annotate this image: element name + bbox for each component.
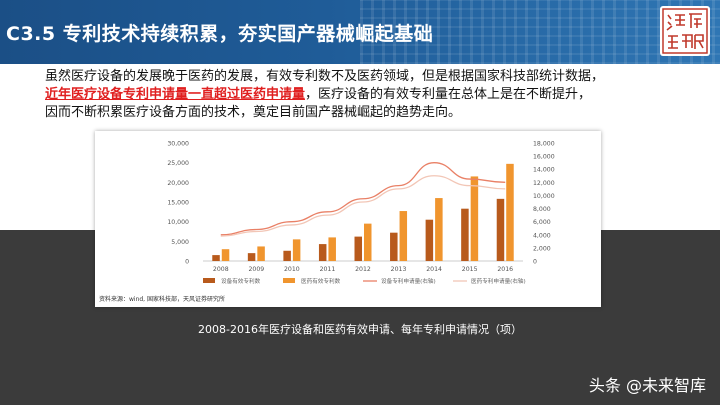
bar-设备有效专利数 xyxy=(247,253,256,261)
bar-医药有效专利数 xyxy=(506,163,514,261)
left-axis-tick-label: 30,000 xyxy=(167,141,189,148)
x-tick-label: 2012 xyxy=(355,266,371,273)
legend-label: 医药有效专利数 xyxy=(301,277,341,285)
legend-swatch xyxy=(283,278,295,283)
left-axis-tick-label: 10,000 xyxy=(167,219,189,226)
logo xyxy=(660,6,710,56)
patent-chart: 0 5,000 10,000 15,000 20,000 25,000 30,000 0 2,0… xyxy=(167,141,555,286)
right-axis-tick-label: 18,000 xyxy=(533,141,555,148)
intro-line-2-rest: ，医疗设备的有效专利量在总体上是在不断提升， xyxy=(305,87,592,102)
right-axis-tick-label: 16,000 xyxy=(533,154,555,161)
x-tick-label: 2011 xyxy=(320,266,336,273)
x-tick-label: 2013 xyxy=(391,266,407,273)
legend-label: 医药专利申请量(右轴) xyxy=(471,277,526,285)
bar-设备有效专利数 xyxy=(461,208,469,261)
left-axis-tick-label: 20,000 xyxy=(167,180,189,187)
left-axis-tick-label: 15,000 xyxy=(167,200,189,207)
left-axis-tick-label: 25,000 xyxy=(167,160,189,167)
line-设备专利申请量(右轴) xyxy=(220,162,506,236)
header-banner: C3.5 专利技术持续积累，夯实国产器械崛起基础 xyxy=(0,0,720,64)
bar-设备有效专利数 xyxy=(354,236,362,261)
chart-caption: 2008-2016年医疗设备和医药有效申请、每年专利申请情况（项） xyxy=(198,323,522,336)
right-axis-tick-label: 6,000 xyxy=(533,219,551,226)
bar-医药有效专利数 xyxy=(257,246,265,261)
x-tick-label: 2014 xyxy=(426,266,442,273)
bar-设备有效专利数 xyxy=(318,244,327,261)
watermark: 头条 @未来智库 xyxy=(588,376,706,395)
bar-设备有效专利数 xyxy=(390,232,398,261)
left-axis-tick-label: 5,000 xyxy=(171,239,189,246)
intro-line-1: 虽然医疗设备的发展晚于医药的发展，有效专利数不及医药领域，但是根据国家科技部统计… xyxy=(45,69,605,84)
right-axis-tick-label: 10,000 xyxy=(533,193,555,200)
bar-医药有效专利数 xyxy=(221,249,230,261)
right-axis-tick-label: 8,000 xyxy=(533,206,551,213)
x-tick-label: 2008 xyxy=(213,266,229,273)
legend-label: 设备专利申请量(右轴) xyxy=(381,277,436,285)
bar-医药有效专利数 xyxy=(399,211,408,261)
bar-设备有效专利数 xyxy=(425,219,434,261)
bar-设备有效专利数 xyxy=(283,250,291,261)
chart-card: 0 5,000 10,000 15,000 20,000 25,000 30,000 0 2,0… xyxy=(95,131,601,307)
seal-logo-icon xyxy=(662,8,708,54)
bar-医药有效专利数 xyxy=(292,239,301,261)
x-tick-label: 2009 xyxy=(248,266,264,273)
bar-医药有效专利数 xyxy=(364,223,372,261)
left-axis-tick-label: 0 xyxy=(185,259,189,266)
bar-医药有效专利数 xyxy=(470,176,479,261)
legend-swatch xyxy=(203,278,215,283)
intro-highlight: 近年医疗设备专利申请量一直超过医药申请量 xyxy=(45,87,306,102)
legend-label: 设备有效专利数 xyxy=(221,277,261,285)
right-axis-tick-label: 2,000 xyxy=(533,245,551,252)
intro-line-2: 近年医疗设备专利申请量一直超过医药申请量，医疗设备的有效专利量在总体上是在不断提… xyxy=(45,86,695,104)
x-tick-label: 2015 xyxy=(462,266,478,273)
intro-line-3: 因而不断积累医疗设备方面的技术，奠定目前国产器械崛起的趋势走向。 xyxy=(45,105,462,120)
bar-设备有效专利数 xyxy=(496,198,505,261)
right-axis-tick-label: 12,000 xyxy=(533,180,555,187)
right-axis-tick-label: 4,000 xyxy=(533,232,551,239)
line-医药专利申请量(右轴) xyxy=(220,175,506,237)
right-axis-tick-label: 14,000 xyxy=(533,167,555,174)
intro-paragraph: 虽然医疗设备的发展晚于医药的发展，有效专利数不及医药领域，但是根据国家科技部统计… xyxy=(45,68,695,122)
bar-医药有效专利数 xyxy=(435,198,443,261)
source-note: 资料来源：wind, 国家科技部，天风证券研究所 xyxy=(99,296,226,303)
page-title: C3.5 专利技术持续积累，夯实国产器械崛起基础 xyxy=(6,23,434,45)
bar-医药有效专利数 xyxy=(328,237,336,261)
x-tick-label: 2016 xyxy=(497,266,513,273)
bar-设备有效专利数 xyxy=(212,255,220,261)
x-tick-label: 2010 xyxy=(284,266,300,273)
right-axis-tick-label: 0 xyxy=(533,259,537,266)
